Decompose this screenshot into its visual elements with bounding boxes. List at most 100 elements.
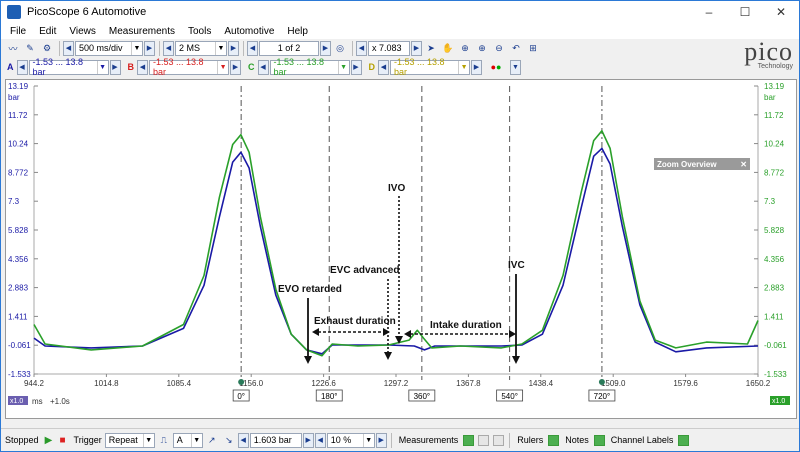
channel-b-range[interactable]: -1.53 ... 13.8 bar ▼ [149, 57, 229, 77]
samples-value: 2 MS [179, 43, 201, 53]
pretrigger-prev-button[interactable]: ◀ [314, 432, 326, 448]
threshold-prev-button[interactable]: ◀ [237, 432, 249, 448]
close-button[interactable]: ✕ [775, 5, 787, 19]
y-tick-left: 2.883 [8, 284, 29, 293]
main-toolbar: 〰 ✎ ⚙ ◀ 500 ms/div ▼ ▶ ◀ 2 MS ▼ ▶ ◀ 1 of 2… [1, 39, 799, 57]
x-scale-badge-bg [8, 396, 28, 405]
chevron-down-icon: ▼ [217, 60, 228, 74]
pretrigger-select[interactable]: 10 % ▼ [326, 432, 375, 448]
timebase-select[interactable]: 500 ms/div ▼ [75, 40, 143, 56]
channel-c-range[interactable]: -1.53 ... 13.8 bar ▼ [269, 57, 350, 77]
menu-file[interactable]: File [10, 25, 27, 37]
minimize-button[interactable]: – [705, 5, 713, 19]
zoom-in-icon[interactable]: ⊕ [478, 42, 486, 53]
ruler-label: 720° [594, 392, 611, 401]
pretrigger-next-button[interactable]: ▶ [375, 432, 387, 448]
channel-labels-toggle[interactable] [678, 434, 690, 446]
zoom-out-icon[interactable]: ⊖ [495, 42, 503, 53]
buffer-prev-button[interactable]: ◀ [247, 40, 258, 56]
channel-labels-label: Channel Labels [610, 435, 674, 445]
channel-b-next-button[interactable]: ▶ [230, 59, 241, 75]
buffer-next-button[interactable]: ▶ [320, 40, 331, 56]
menu-views[interactable]: Views [69, 25, 96, 37]
channel-c-next-button[interactable]: ▶ [350, 59, 362, 75]
ivo-annotation: IVO [388, 183, 405, 194]
channel-a-next-button[interactable]: ▶ [109, 59, 121, 75]
channel-b-label: B [127, 62, 135, 72]
notes-label: Notes [565, 435, 589, 445]
play-icon[interactable]: ▶ [44, 434, 53, 446]
zoom-next-button[interactable]: ▶ [411, 40, 422, 56]
pointer-icon[interactable]: ➤ [427, 42, 435, 53]
menu-measurements[interactable]: Measurements [108, 25, 175, 37]
x-tick: 1650.2 [746, 379, 771, 388]
menu-edit[interactable]: Edit [39, 25, 57, 37]
hand-icon[interactable]: ✋ [442, 42, 454, 53]
window-title: PicoScope 6 Automotive [27, 6, 147, 18]
scope-plot[interactable]: 13.19 11.72 10.24 8.772 7.3 5.828 4.356 2.883 1.… [6, 80, 796, 418]
scope-mode-icon[interactable]: 〰 [8, 43, 18, 54]
samples-prev-button[interactable]: ◀ [163, 40, 174, 56]
zoom-window-icon[interactable]: ⊕ [461, 42, 469, 53]
zoom-overview-close-icon[interactable]: ✕ [740, 159, 747, 169]
menu-help[interactable]: Help [287, 25, 308, 37]
samples-select[interactable]: 2 MS ▼ [175, 40, 227, 56]
pico-logo: pico Technology [723, 39, 793, 75]
ruler-label: 360° [414, 392, 431, 401]
y-tick-left: 7.3 [8, 197, 20, 206]
notes-toggle[interactable] [593, 434, 605, 446]
stop-icon[interactable]: ■ [59, 434, 66, 446]
rising-edge-icon[interactable]: ↗ [207, 434, 216, 445]
rulers-toggle[interactable] [548, 434, 560, 446]
y-tick-left: -1.533 [8, 370, 31, 379]
edit-measurement-button[interactable] [478, 434, 490, 446]
channel-d-prev-button[interactable]: ◀ [378, 59, 389, 75]
trigger-mode-select[interactable]: Repeat ▼ [104, 432, 155, 448]
channel-a-range[interactable]: -1.53 ... 13.8 bar ▼ [28, 57, 109, 77]
delete-measurement-button[interactable] [493, 434, 505, 446]
channel-d-next-button[interactable]: ▶ [471, 59, 482, 75]
threshold-next-button[interactable]: ▶ [302, 432, 314, 448]
zoom-fit-icon[interactable]: ⊞ [529, 42, 537, 53]
falling-edge-icon[interactable]: ↘ [224, 434, 233, 445]
undo-zoom-icon[interactable]: ↶ [512, 42, 520, 53]
channel-c-prev-button[interactable]: ◀ [257, 59, 269, 75]
timebase-value: 500 ms/div [79, 43, 123, 53]
zoom-factor[interactable]: x 7.083 [368, 40, 410, 56]
exhaust-right-head [383, 328, 390, 336]
channel-b-prev-button[interactable]: ◀ [137, 59, 148, 75]
y-tick-right: 10.24 [764, 140, 785, 149]
trigger-label: Trigger [73, 435, 102, 445]
probe-icon[interactable]: ✎ [26, 42, 34, 53]
measurements-label: Measurements [398, 435, 459, 445]
intake-duration-annotation: Intake duration [430, 320, 502, 331]
zoom-overview-panel[interactable]: Zoom Overview ✕ [654, 158, 750, 170]
channel-options-icon[interactable]: ● ● [490, 62, 502, 72]
x-scale-badge-right: x1.0 [772, 398, 785, 405]
timebase-next-button[interactable]: ▶ [144, 40, 155, 56]
trace-series-a [33, 147, 759, 355]
chevron-down-icon: ▼ [142, 433, 154, 447]
samples-next-button[interactable]: ▶ [228, 40, 239, 56]
timebase-prev-button[interactable]: ◀ [63, 40, 74, 56]
trigger-channel-select[interactable]: A ▼ [172, 432, 203, 448]
menu-tools[interactable]: Tools [188, 25, 212, 37]
trigger-threshold[interactable]: 1.603 bar [249, 432, 302, 448]
y-tick-right: -0.061 [764, 341, 787, 350]
buffer-navigator[interactable]: 1 of 2 [259, 40, 319, 56]
channel-a-prev-button[interactable]: ◀ [16, 59, 28, 75]
trigger-channel-value: A [176, 435, 183, 445]
scope-view[interactable]: 13.19 11.72 10.24 8.772 7.3 5.828 4.356 2.883 1.… [5, 79, 797, 419]
menu-automotive[interactable]: Automotive [224, 25, 275, 37]
channel-options-dropdown[interactable]: ▼ [510, 59, 521, 75]
maximize-button[interactable]: ☐ [739, 5, 751, 19]
y-tick-left: 5.828 [8, 226, 29, 235]
zoom-prev-button[interactable]: ◀ [356, 40, 367, 56]
channel-d-range[interactable]: -1.53 ... 13.8 bar ▼ [390, 57, 470, 77]
settings-icon[interactable]: ⚙ [42, 42, 52, 53]
y-tick-right: 2.883 [764, 284, 785, 293]
ruler-handle [238, 379, 245, 385]
compass-icon[interactable]: ◎ [336, 42, 344, 53]
add-measurement-button[interactable] [463, 434, 475, 446]
trigger-edge-icon[interactable]: ⎍ [160, 434, 167, 445]
